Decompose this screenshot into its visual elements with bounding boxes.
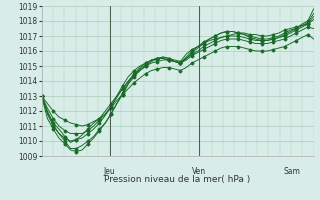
Text: Ven: Ven [192, 167, 206, 176]
Text: Sam: Sam [284, 167, 300, 176]
X-axis label: Pression niveau de la mer( hPa ): Pression niveau de la mer( hPa ) [104, 175, 251, 184]
Text: Jeu: Jeu [104, 167, 116, 176]
